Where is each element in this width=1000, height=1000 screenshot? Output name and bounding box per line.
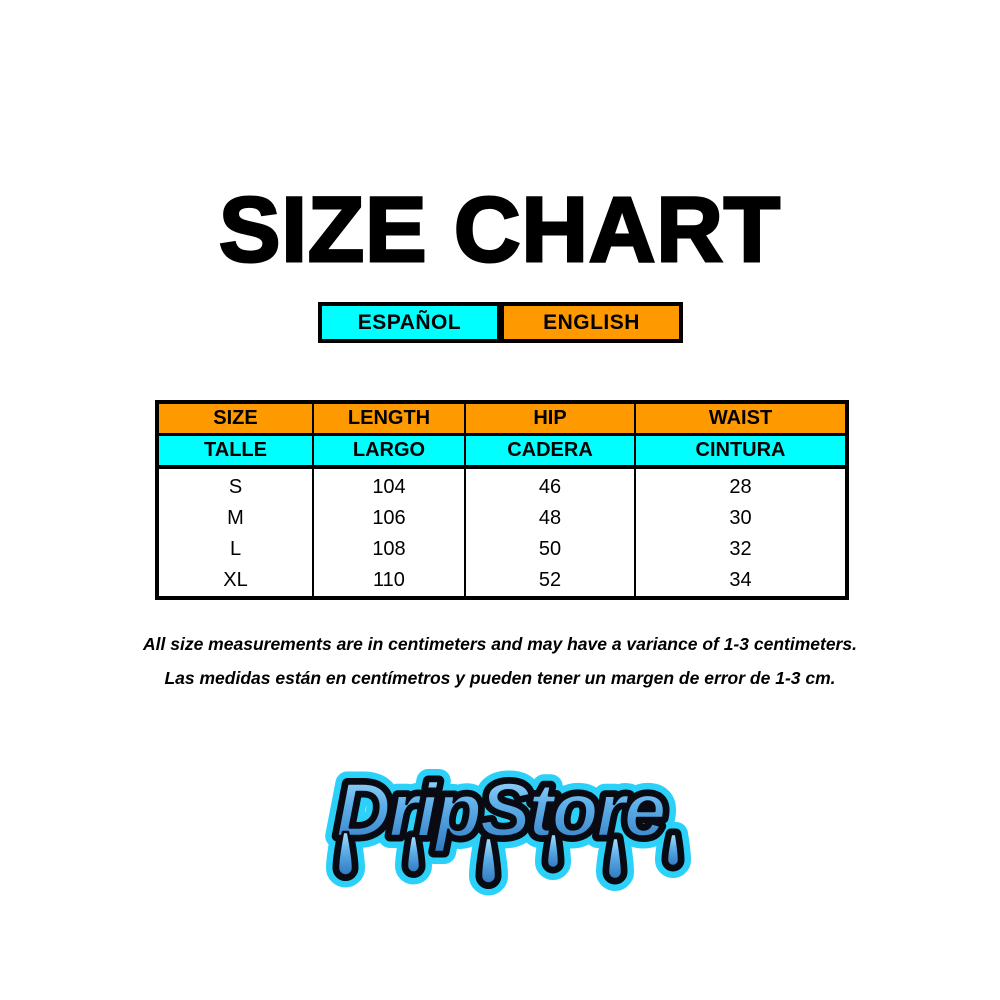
header-cintura: CINTURA — [634, 434, 848, 469]
cell-length: 110 — [312, 565, 466, 598]
cell-size: S — [156, 467, 314, 503]
table-header-spanish: TALLE LARGO CADERA CINTURA — [156, 434, 848, 469]
cell-length: 106 — [312, 503, 466, 534]
cell-size: XL — [156, 565, 314, 598]
header-talle: TALLE — [156, 434, 314, 469]
header-waist: WAIST — [634, 402, 848, 436]
tab-english[interactable]: ENGLISH — [504, 306, 679, 339]
cell-waist: 30 — [634, 503, 848, 534]
cell-waist: 32 — [634, 534, 848, 565]
table-row: XL 110 52 34 — [156, 565, 848, 598]
cell-length: 108 — [312, 534, 466, 565]
cell-hip: 50 — [464, 534, 636, 565]
size-chart-table: SIZE LENGTH HIP WAIST TALLE LARGO CADERA… — [155, 400, 849, 600]
table-header-english: SIZE LENGTH HIP WAIST — [156, 402, 848, 436]
header-hip: HIP — [464, 402, 636, 436]
table-row: M 106 48 30 — [156, 503, 848, 534]
cell-hip: 48 — [464, 503, 636, 534]
cell-size: M — [156, 503, 314, 534]
table-row: S 104 46 28 — [156, 467, 848, 503]
language-tabs: ESPAÑOL ENGLISH — [318, 302, 683, 343]
cell-waist: 28 — [634, 467, 848, 503]
cell-length: 104 — [312, 467, 466, 503]
cell-hip: 46 — [464, 467, 636, 503]
cell-waist: 34 — [634, 565, 848, 598]
cell-hip: 52 — [464, 565, 636, 598]
header-size: SIZE — [156, 402, 314, 436]
cell-size: L — [156, 534, 314, 565]
table-row: L 108 50 32 — [156, 534, 848, 565]
measurement-note-spanish: Las medidas están en centímetros y puede… — [164, 668, 836, 688]
page-title: SIZE CHART — [218, 178, 782, 281]
measurement-note-english: All size measurements are in centimeters… — [143, 634, 857, 654]
header-length: LENGTH — [312, 402, 466, 436]
tab-espanol[interactable]: ESPAÑOL — [322, 306, 497, 339]
dripstore-logo: DripStore — [283, 748, 717, 898]
header-largo: LARGO — [312, 434, 466, 469]
header-cadera: CADERA — [464, 434, 636, 469]
